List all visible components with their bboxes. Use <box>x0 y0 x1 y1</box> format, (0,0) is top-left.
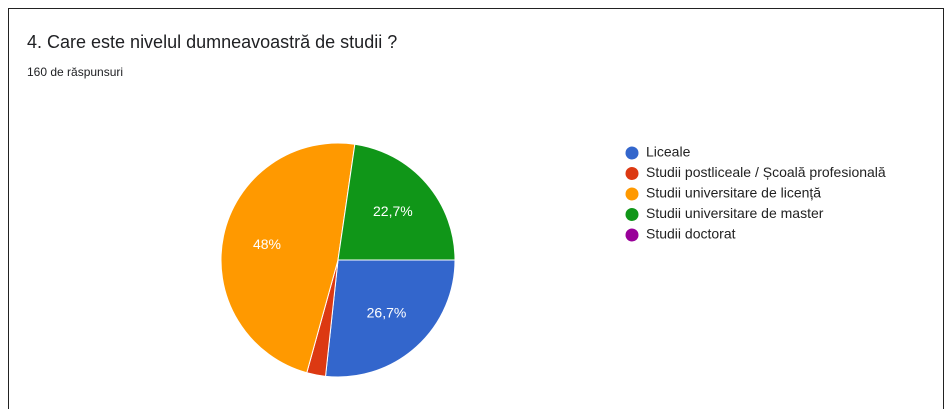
legend-swatch <box>625 208 639 221</box>
legend-swatch <box>625 146 639 160</box>
legend-label: Studii universitare de master <box>646 205 824 221</box>
legend-swatch <box>625 167 639 180</box>
card <box>8 8 944 409</box>
chart-subtitle: 160 de răspunsuri <box>27 65 123 79</box>
legend-swatch <box>625 187 639 201</box>
pie-slice <box>337 143 456 261</box>
legend-label: Studii doctorat <box>646 226 736 242</box>
pie-slice <box>220 142 356 374</box>
slice-label: 48% <box>253 236 281 252</box>
legend-swatch <box>625 228 639 242</box>
legend-label: Studii universitare de licență <box>646 185 821 201</box>
pie-slice <box>324 259 456 378</box>
legend-label: Studii postliceale / Școală profesională <box>646 164 886 180</box>
slice-label: 22,7% <box>373 203 413 219</box>
slice-label: 26,7% <box>367 305 407 321</box>
chart-title: 4. Care este nivelul dumneavoastră de st… <box>27 32 397 52</box>
legend-label: Liceale <box>646 144 691 160</box>
